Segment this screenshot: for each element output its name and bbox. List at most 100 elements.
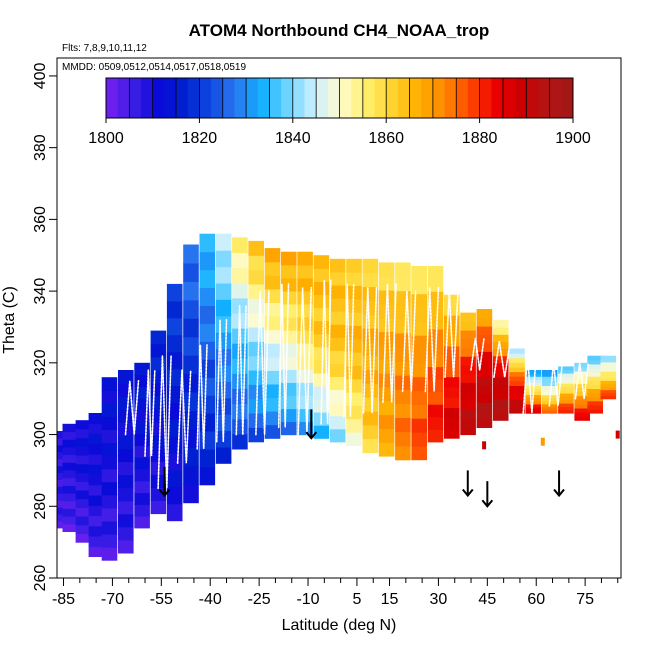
heatmap-cell [88, 505, 105, 517]
heatmap-cell [134, 362, 150, 376]
heatmap-cell [509, 394, 525, 400]
heatmap-cell [313, 268, 330, 282]
heatmap-cell [134, 386, 150, 399]
heatmap-cell [509, 353, 525, 359]
heatmap-cell [199, 413, 216, 432]
heatmap-cell [587, 372, 603, 377]
heatmap-cell [297, 290, 313, 305]
heatmap-cell [62, 439, 79, 448]
heatmap-cell [378, 345, 395, 360]
heatmap-cell [75, 420, 92, 430]
heatmap-cell [215, 397, 232, 415]
heatmap-cell [346, 312, 362, 326]
colorbar-segment [281, 78, 294, 118]
heatmap-cell [118, 526, 134, 541]
heatmap-cell [166, 385, 183, 403]
heatmap-cell [134, 504, 150, 517]
heatmap-cell [587, 400, 603, 406]
heatmap-cell [362, 383, 379, 398]
heatmap-cell [476, 359, 493, 369]
colorbar-tick-label: 1900 [555, 130, 591, 147]
heatmap-cell [183, 336, 199, 356]
scatter-bin [540, 437, 545, 446]
heatmap-cell [509, 399, 525, 405]
heatmap-cell [248, 269, 264, 285]
heatmap-cell [600, 355, 617, 360]
flight-profile-trace [343, 283, 355, 418]
heatmap-cell [199, 269, 216, 289]
heatmap-cell [150, 422, 167, 436]
colorbar-segment [514, 78, 527, 118]
heatmap-cell [248, 384, 264, 400]
heatmap-cell [395, 346, 411, 362]
heatmap-cell [88, 474, 105, 486]
heatmap-cell [150, 356, 167, 371]
heatmap-cell [558, 409, 574, 414]
colorbar: 1800 1820 1840 1860 1880 1900 [88, 77, 591, 147]
heatmap-cell [264, 424, 281, 439]
colorbar-segment [117, 78, 130, 118]
heatmap-cell [329, 402, 346, 417]
heatmap-cell [362, 397, 379, 412]
heatmap-cell [600, 383, 617, 387]
heatmap-cell [427, 379, 444, 393]
heatmap-cell [346, 392, 362, 406]
heatmap-cell [460, 373, 476, 383]
heatmap-cell [476, 402, 493, 412]
heatmap-cell [492, 398, 509, 407]
heatmap-cell [492, 319, 509, 328]
heatmap-cell [378, 262, 395, 277]
heatmap-cell [264, 370, 281, 385]
heatmap-cell [476, 317, 493, 327]
heatmap-cell [600, 380, 617, 384]
heatmap-cell [183, 410, 199, 430]
heatmap-cell [525, 400, 542, 405]
heatmap-cell [587, 355, 603, 361]
heatmap-cell [183, 244, 199, 264]
heatmap-cell [587, 404, 603, 410]
heatmap-cell [118, 370, 134, 384]
heatmap-cell [88, 433, 105, 445]
heatmap-cell [492, 377, 509, 385]
heatmap-cell [492, 391, 509, 400]
heatmap-cell [232, 282, 248, 299]
colorbar-segment [467, 78, 481, 118]
heatmap-cell [166, 334, 183, 353]
heatmap-cell [297, 251, 313, 266]
flight-profile-trace [144, 369, 156, 457]
heatmap-cell [183, 262, 199, 282]
colorbar-segment [234, 78, 247, 118]
heatmap-cell [183, 484, 199, 504]
heatmap-cell [395, 445, 411, 461]
heatmap-cell [444, 417, 460, 429]
colorbar-segment [339, 78, 352, 118]
heatmap-cell [281, 408, 297, 423]
heatmap-cell [313, 359, 330, 374]
heatmap-cell [215, 282, 232, 300]
heatmap-cell [362, 272, 379, 288]
heatmap-cell [558, 389, 574, 394]
heatmap-cell [75, 481, 92, 491]
heatmap-cell [444, 294, 460, 306]
heatmap-cell [134, 421, 150, 435]
flight-profile-trace [424, 286, 440, 393]
heatmap-cell [329, 428, 346, 443]
heatmap-cell [558, 383, 574, 387]
heatmap-cell [395, 403, 411, 418]
heatmap-cell [460, 356, 476, 366]
colorbar-tick-label: 1860 [368, 130, 404, 147]
colorbar-segment [292, 78, 305, 118]
flight-profile-trace [297, 286, 313, 436]
heatmap-cell [281, 343, 297, 357]
heatmap-cell [166, 351, 183, 370]
profile-arrow-head [158, 488, 171, 498]
heatmap-cell [411, 279, 427, 295]
heatmap-cell [558, 396, 574, 401]
heatmap-cell [378, 414, 395, 429]
heatmap-cell [281, 251, 297, 266]
heatmap-cell [492, 413, 509, 421]
colorbar-segment [129, 78, 142, 118]
colorbar-segment [164, 78, 177, 118]
flight-profile-trace [157, 354, 172, 490]
heatmap-cell [476, 342, 493, 352]
